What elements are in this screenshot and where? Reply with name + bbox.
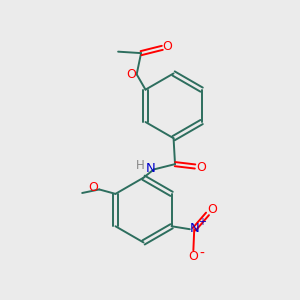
Text: O: O	[163, 40, 172, 53]
Text: O: O	[196, 160, 206, 174]
Text: N: N	[146, 162, 155, 175]
Text: N: N	[189, 221, 199, 235]
Text: +: +	[198, 217, 206, 227]
Text: O: O	[207, 203, 217, 216]
Text: O: O	[88, 182, 98, 194]
Text: H: H	[136, 159, 145, 172]
Text: O: O	[126, 68, 136, 81]
Text: -: -	[199, 247, 204, 261]
Text: O: O	[188, 250, 198, 263]
